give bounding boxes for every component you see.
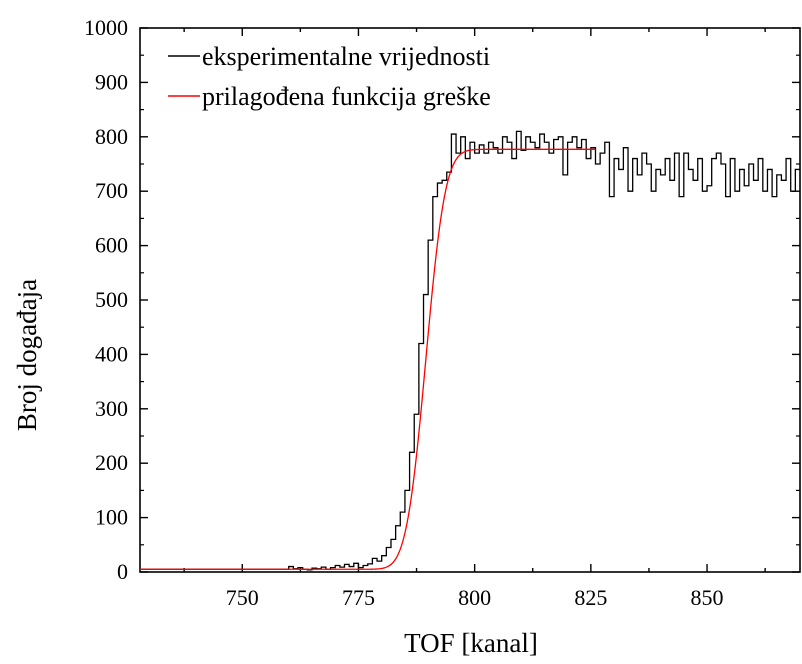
x-tick-label: 825 (574, 585, 607, 610)
y-tick-label: 300 (95, 396, 128, 421)
y-tick-label: 400 (95, 341, 128, 366)
x-tick-label: 800 (458, 585, 491, 610)
x-tick-label: 750 (226, 585, 259, 610)
legend-label: prilagođena funkcija greške (202, 82, 491, 111)
y-axis-label: Broj događaja (12, 279, 42, 431)
series-layer (140, 130, 800, 571)
y-tick-label: 1000 (84, 15, 128, 40)
x-tick-label: 850 (691, 585, 724, 610)
legend: eksperimentalne vrijednosti prilagođena f… (168, 42, 491, 111)
x-axis-label: TOF [kanal] (404, 628, 538, 658)
y-tick-label: 0 (117, 559, 128, 584)
legend-label: eksperimentalne vrijednosti (202, 42, 490, 71)
x-axis-ticks: 750 775 800 825 850 (183, 28, 766, 610)
y-tick-label: 700 (95, 178, 128, 203)
y-tick-label: 800 (95, 124, 128, 149)
x-tick-label: 775 (342, 585, 375, 610)
y-tick-label: 200 (95, 450, 128, 475)
y-tick-label: 600 (95, 233, 128, 258)
series-line-0 (140, 130, 800, 571)
y-tick-label: 100 (95, 505, 128, 530)
series-line-1 (140, 148, 596, 570)
y-axis-ticks: 0 100 200 300 400 500 600 700 800 900 1000 (84, 15, 800, 584)
y-tick-label: 900 (95, 69, 128, 94)
y-tick-label: 500 (95, 287, 128, 312)
